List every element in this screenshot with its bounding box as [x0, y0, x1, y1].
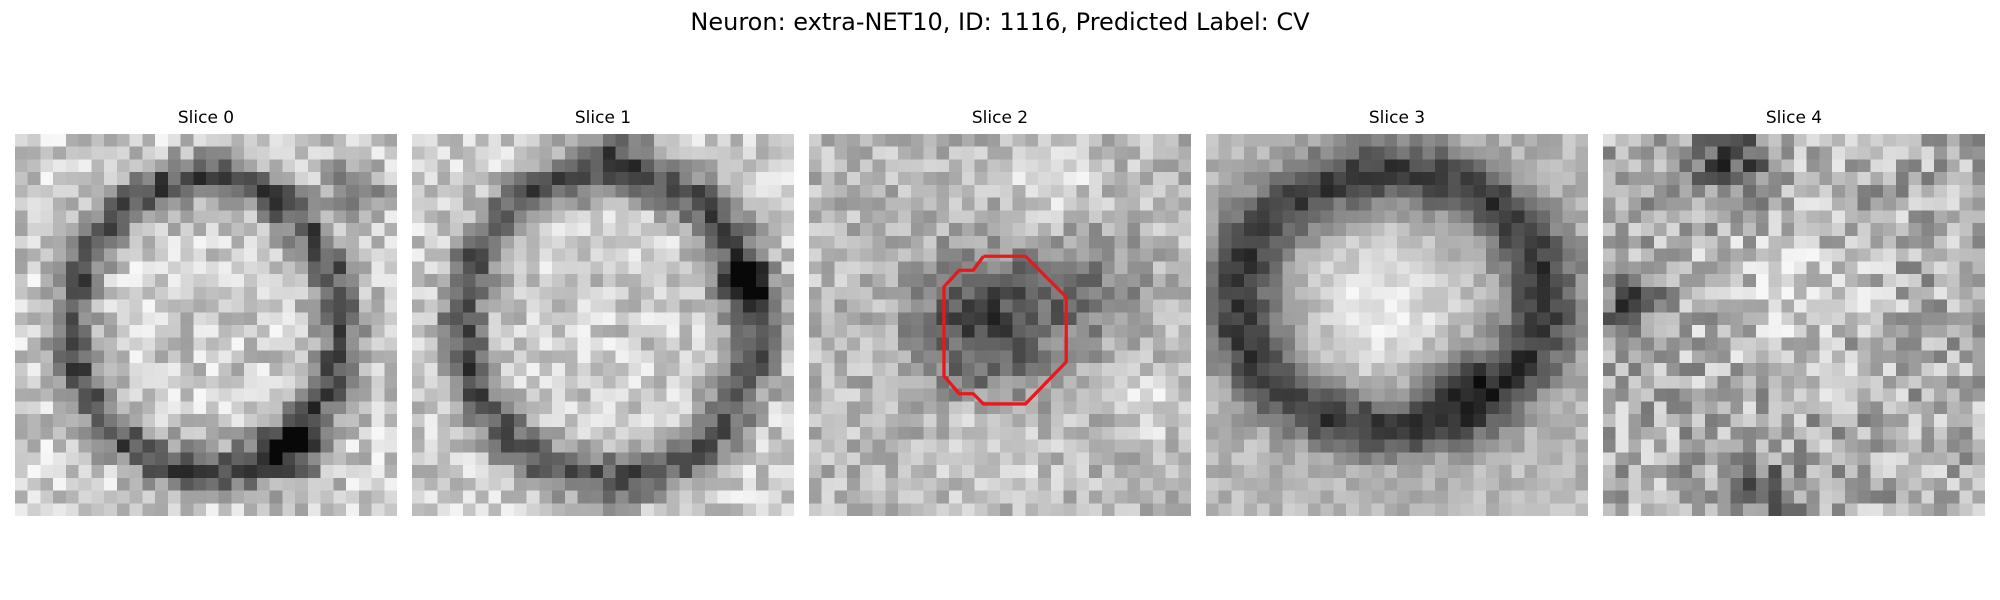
slice-panel-0: Slice 0 — [15, 106, 397, 130]
slice-title: Slice 3 — [1206, 106, 1588, 130]
slice-image — [412, 134, 794, 516]
slice-title: Slice 4 — [1603, 106, 1985, 130]
slice-image — [15, 134, 397, 516]
slice-title: Slice 0 — [15, 106, 397, 130]
slice-panel-4: Slice 4 — [1603, 106, 1985, 130]
slice-title: Slice 2 — [809, 106, 1191, 130]
slice-title: Slice 1 — [412, 106, 794, 130]
figure-title: Neuron: extra-NET10, ID: 1116, Predicted… — [0, 6, 2000, 38]
slice-panel-3: Slice 3 — [1206, 106, 1588, 130]
slice-image — [1206, 134, 1588, 516]
slice-panel-2: Slice 2 — [809, 106, 1191, 130]
slice-panel-1: Slice 1 — [412, 106, 794, 130]
slice-image — [809, 134, 1191, 516]
slice-image — [1603, 134, 1985, 516]
